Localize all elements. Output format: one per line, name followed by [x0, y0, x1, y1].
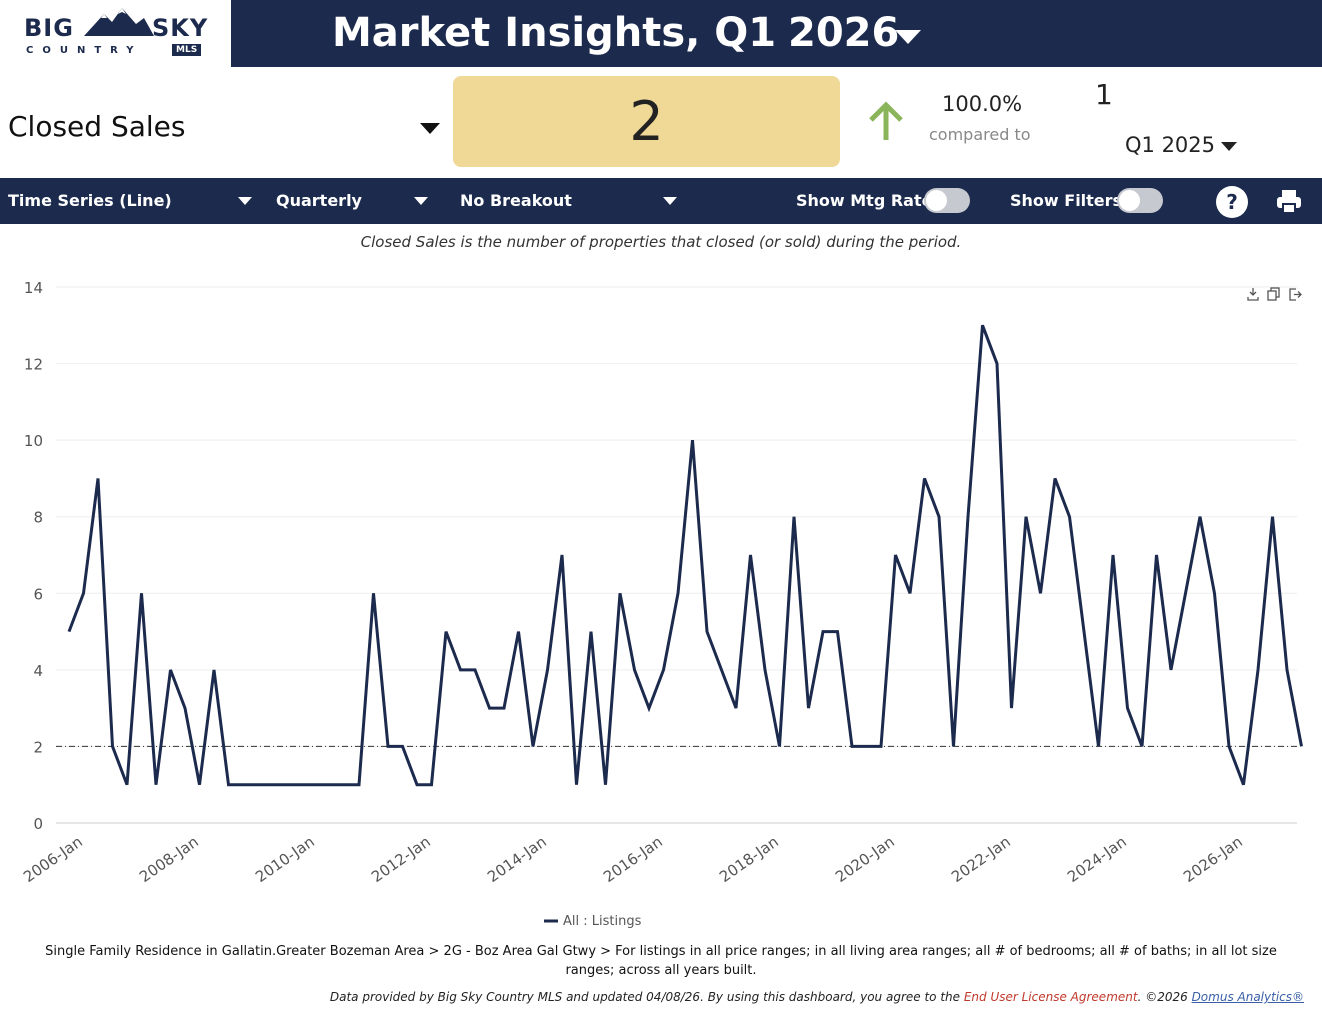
- frequency-select[interactable]: Quarterly: [276, 191, 362, 210]
- breakout-chevron-down-icon[interactable]: [663, 197, 677, 205]
- previous-period-chevron-down-icon[interactable]: [1221, 142, 1237, 151]
- y-tick-label: 8: [33, 509, 43, 527]
- y-tick-label: 0: [33, 815, 43, 833]
- chart-toolbar: [1247, 287, 1302, 301]
- mtg-rate-toggle[interactable]: [924, 188, 970, 213]
- legend-label: All : Listings: [563, 914, 642, 929]
- x-tick-label: 2020-Jan: [832, 833, 898, 886]
- series-line-all-listings: [67, 324, 1303, 787]
- y-tick-label: 4: [33, 662, 43, 680]
- y-tick-label: 6: [33, 585, 43, 603]
- metric-select[interactable]: Closed Sales: [8, 110, 186, 143]
- show-mtg-rate-label: Show Mtg Rate:: [796, 191, 939, 210]
- compared-label: compared to: [929, 125, 1031, 144]
- mountain-icon: [84, 8, 154, 36]
- previous-period-select[interactable]: Q1 2025: [1125, 133, 1216, 157]
- closed-sales-line-chart: 0 2 4 6 8 10 12 14 2006-Jan 2008-Jan 2010-Jan 2012…: [20, 279, 1303, 929]
- show-filters-label: Show Filters:: [1010, 191, 1129, 210]
- filter-footnote: Single Family Residence in Gallatin.Grea…: [45, 944, 1277, 978]
- x-tick-label: 2006-Jan: [20, 833, 86, 886]
- page-title: Market Insights, Q1: [332, 10, 777, 56]
- frequency-chevron-down-icon[interactable]: [414, 197, 428, 205]
- up-arrow-icon: [869, 101, 903, 140]
- x-tick-label: 2010-Jan: [252, 833, 318, 886]
- chart-type-select[interactable]: Time Series (Line): [8, 191, 172, 210]
- logo-big: BIG: [24, 14, 74, 42]
- year-chevron-down-icon[interactable]: [895, 30, 921, 44]
- x-tick-label: 2008-Jan: [136, 833, 202, 886]
- x-tick-label: 2016-Jan: [600, 833, 666, 886]
- attribution-text: Data provided by Big Sky Country MLS and…: [329, 990, 964, 1004]
- y-tick-label: 2: [33, 738, 43, 756]
- x-tick-label: 2012-Jan: [368, 833, 434, 886]
- export-icon[interactable]: [1289, 288, 1302, 301]
- logo-mls-badge: MLS: [172, 44, 202, 56]
- year-select[interactable]: 2026: [788, 10, 900, 56]
- x-tick-label: 2014-Jan: [484, 833, 550, 886]
- y-tick-label: 14: [24, 279, 43, 297]
- logo-country: COUNTRY: [26, 45, 143, 56]
- metric-value: 2: [629, 90, 664, 153]
- eula-link[interactable]: End User License Agreement: [963, 990, 1138, 1004]
- chart-type-chevron-down-icon[interactable]: [238, 197, 252, 205]
- copy-icon[interactable]: [1267, 287, 1280, 301]
- x-tick-label: 2024-Jan: [1064, 833, 1130, 886]
- change-percent: 100.0%: [942, 92, 1023, 116]
- y-tick-label: 12: [24, 356, 43, 374]
- x-tick-label: 2026-Jan: [1180, 833, 1246, 886]
- x-tick-label: 2018-Jan: [716, 833, 782, 886]
- copyright-text: . ©2026: [1137, 990, 1192, 1004]
- download-icon[interactable]: [1247, 288, 1259, 301]
- logo-sky: SKY: [152, 14, 209, 42]
- metric-description: Closed Sales is the number of properties…: [360, 233, 962, 251]
- y-tick-label: 10: [24, 432, 43, 450]
- help-icon[interactable]: ?: [1216, 186, 1248, 218]
- control-bar: Time Series (Line) Quarterly No Breakout…: [0, 178, 1322, 224]
- title-bar: Market Insights, Q1 2026: [231, 0, 1322, 67]
- previous-value: 1: [1095, 78, 1113, 111]
- attribution: Data provided by Big Sky Country MLS and…: [0, 990, 1304, 1004]
- logo: BIG SKY COUNTRY MLS: [0, 0, 231, 67]
- breakout-select[interactable]: No Breakout: [460, 191, 572, 210]
- metric-chevron-down-icon[interactable]: [420, 123, 440, 134]
- x-tick-label: 2022-Jan: [948, 833, 1014, 886]
- domus-link[interactable]: Domus Analytics®: [1191, 990, 1304, 1004]
- print-icon[interactable]: [1276, 188, 1302, 214]
- filters-toggle[interactable]: [1117, 188, 1163, 213]
- metric-value-card: 2: [453, 76, 840, 167]
